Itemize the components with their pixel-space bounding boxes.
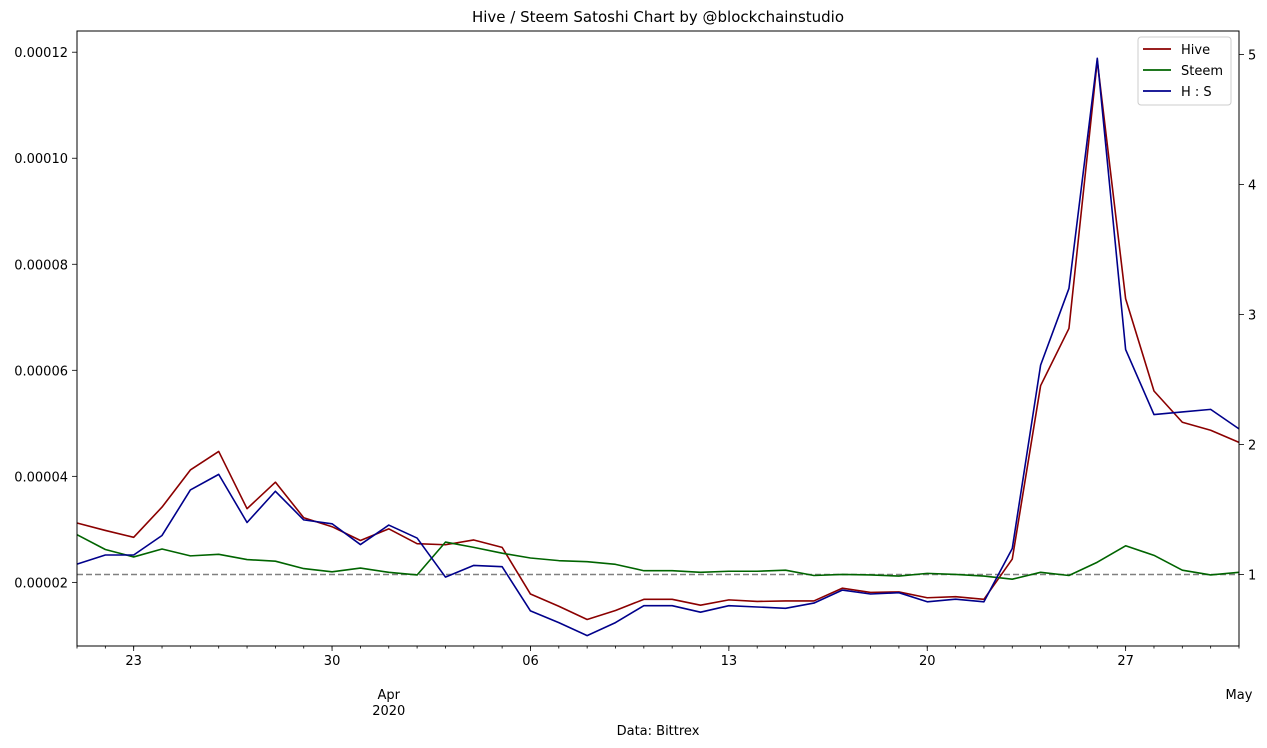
y-left-tick-label: 0.00006 (14, 364, 68, 379)
y-left-tick-label: 0.00010 (14, 152, 68, 167)
x-tick-label: 27 (1117, 654, 1134, 669)
chart-title: Hive / Steem Satoshi Chart by @blockchai… (472, 8, 844, 26)
series-line-hive (76, 59, 1240, 621)
x-tick-label: 13 (721, 654, 738, 669)
y-left-tick-label: 0.00012 (14, 46, 68, 61)
x-tick-label: 20 (919, 654, 936, 669)
series-line-steem (76, 533, 1240, 581)
y-left-tick-label: 0.00002 (14, 576, 68, 591)
legend-label-steem: Steem (1181, 64, 1223, 79)
y-left-tick-label: 0.00008 (14, 258, 68, 273)
x-tick-label: May (1226, 688, 1253, 703)
x-tick-label: 23 (125, 654, 142, 669)
y-right-tick-label: 2 (1248, 438, 1256, 453)
x-axis-label: Data: Bittrex (617, 724, 700, 739)
series-line-h-s (76, 57, 1240, 637)
y-right-tick-label: 5 (1248, 48, 1256, 63)
legend: Hive Steem H : S (1137, 36, 1232, 106)
y-left-tick-label: 0.00004 (14, 470, 68, 485)
legend-label-hive: Hive (1181, 43, 1210, 58)
legend-label-h-s: H : S (1181, 85, 1212, 100)
x-tick-label: 2020 (372, 704, 405, 719)
series-layer (76, 57, 1240, 637)
x-tick-label: 06 (522, 654, 539, 669)
x-tick-label: 30 (324, 654, 341, 669)
x-tick-label: Apr (378, 688, 401, 703)
y-right-tick-label: 3 (1248, 308, 1256, 323)
y-right-tick-label: 4 (1248, 178, 1256, 193)
y-right-tick-label: 1 (1248, 568, 1256, 583)
legend-box (1137, 36, 1232, 106)
plot-area-frame (76, 30, 1240, 647)
